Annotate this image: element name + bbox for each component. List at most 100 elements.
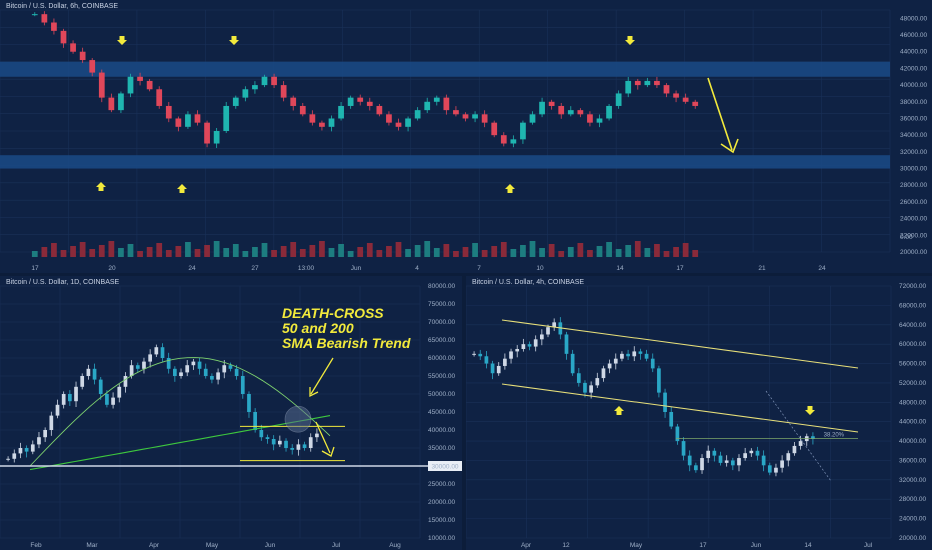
down-forecast-arrow-line: [315, 421, 331, 454]
y-tick-label: 60000.00: [428, 355, 455, 362]
candle-body: [386, 114, 392, 123]
candle-body: [247, 394, 251, 412]
volume-bar: [185, 242, 191, 257]
down-arrow-marker: [805, 406, 815, 415]
candle-body: [191, 361, 196, 366]
volume-bar: [366, 243, 373, 257]
y-tick-label: 70000.00: [428, 319, 455, 326]
x-tick-label: Jul: [332, 542, 341, 549]
candle-body: [533, 339, 538, 347]
candle-body: [284, 440, 288, 448]
candle-body: [730, 460, 735, 466]
candle-body: [118, 93, 124, 111]
candle-body: [490, 363, 495, 374]
candle-body: [123, 376, 128, 387]
x-tick-label: Feb: [30, 542, 42, 549]
candle-body: [127, 76, 134, 94]
candle-body: [749, 450, 754, 454]
sma-50-line: [29, 357, 331, 467]
candle-body: [478, 353, 483, 357]
candle-body: [203, 368, 208, 376]
x-tick-label: 14: [804, 542, 812, 549]
chart-title-6h: Bitcoin / U.S. Dollar, 6h, COINBASE: [6, 3, 119, 10]
candle-body: [41, 14, 48, 23]
chart-panel-6h[interactable]: 48000.00 46000.00 44000.00 42000.00 40000.00…: [0, 0, 932, 273]
candle-body: [520, 122, 526, 140]
x-tick-label: 4: [415, 265, 419, 272]
candle-body: [644, 80, 651, 86]
chart-4h-svg[interactable]: 38.20% 72000.00 68000.00 64000.00 60000.00 56…: [466, 276, 932, 550]
death-cross-circle: [284, 405, 312, 433]
candle-body: [792, 445, 797, 454]
candle-body: [319, 122, 325, 127]
candle-body: [61, 394, 66, 405]
volume-bar: [156, 243, 163, 257]
candle-body: [663, 392, 667, 412]
candle-body: [481, 114, 488, 123]
y-tick-label: 15000.00: [428, 517, 455, 524]
candle-body: [6, 458, 10, 460]
candle-body: [213, 131, 220, 144]
chart-title-1d: Bitcoin / U.S. Dollar, 1D, COINBASE: [6, 279, 120, 286]
candle-body: [558, 322, 563, 335]
candle-body: [521, 344, 526, 349]
candle-body: [31, 14, 38, 16]
candle-body: [216, 372, 220, 380]
x-tick-label: Jun: [265, 542, 276, 549]
down-forecast-arrow-head: [321, 446, 335, 457]
candle-body: [194, 114, 201, 123]
volume-bar: [89, 249, 96, 257]
candle-body: [347, 97, 354, 106]
x-tick-label: 7: [477, 265, 481, 272]
candle-body: [443, 97, 450, 111]
candle-body: [583, 382, 587, 393]
candle-body: [527, 344, 532, 347]
candle-body: [596, 118, 603, 123]
chart-1d-svg[interactable]: 30000.00 80000.00 75000.00 70000.00 65000.00…: [0, 276, 462, 550]
x-tick-label: Aug: [389, 542, 401, 549]
volume-bar: [328, 248, 335, 257]
candle-body: [510, 139, 517, 144]
y-tick-label: 32000.00: [900, 149, 927, 156]
volume-bar: [692, 250, 699, 257]
channel-upper-line: [501, 319, 859, 369]
y-tick-label: 20000.00: [428, 499, 455, 506]
candle-body: [24, 448, 29, 452]
chart-6h-svg[interactable]: 48000.00 46000.00 44000.00 42000.00 40000.00…: [0, 0, 932, 273]
candle-body: [500, 135, 507, 144]
candle-body: [546, 327, 550, 335]
down-arrow-marker: [625, 36, 635, 45]
volume-bar: [577, 243, 584, 257]
volume-bar: [175, 246, 182, 257]
y-tick-label: 38000.00: [900, 99, 927, 106]
channel-lower-line: [501, 383, 859, 433]
chart-panel-4h[interactable]: 38.20% 72000.00 68000.00 64000.00 60000.00 56…: [466, 276, 932, 550]
candle-body: [687, 455, 692, 466]
y-tick-label: 64000.00: [899, 322, 926, 329]
candle-body: [424, 101, 431, 111]
chart-panel-1d[interactable]: 30000.00 80000.00 75000.00 70000.00 65000.00…: [0, 276, 462, 550]
y-tick-label: 68000.00: [899, 302, 926, 309]
y-tick-label: 28000.00: [899, 496, 926, 503]
y-tick-label: 65000.00: [428, 337, 455, 344]
candle-body: [634, 80, 641, 86]
candle-body: [405, 118, 411, 127]
candle-body: [142, 361, 146, 369]
candle-body: [706, 450, 711, 459]
candle-body: [576, 373, 581, 383]
candle-body: [242, 89, 249, 98]
panel-divider-horizontal[interactable]: [0, 273, 932, 276]
candle-body: [259, 430, 264, 438]
volume-bar: [319, 241, 325, 257]
volume-bar: [673, 247, 679, 257]
y-tick-label: 75000.00: [428, 301, 455, 308]
candle-body: [503, 358, 507, 366]
candle-body: [601, 368, 606, 379]
volume-bar: [79, 242, 86, 257]
candle-body: [780, 460, 784, 468]
panel-divider-vertical[interactable]: [462, 276, 466, 550]
candle-body: [80, 376, 85, 387]
y-tick-label: 20000.00: [899, 535, 926, 542]
candle-body: [669, 412, 674, 427]
y-tick-label: 36000.00: [899, 457, 926, 464]
